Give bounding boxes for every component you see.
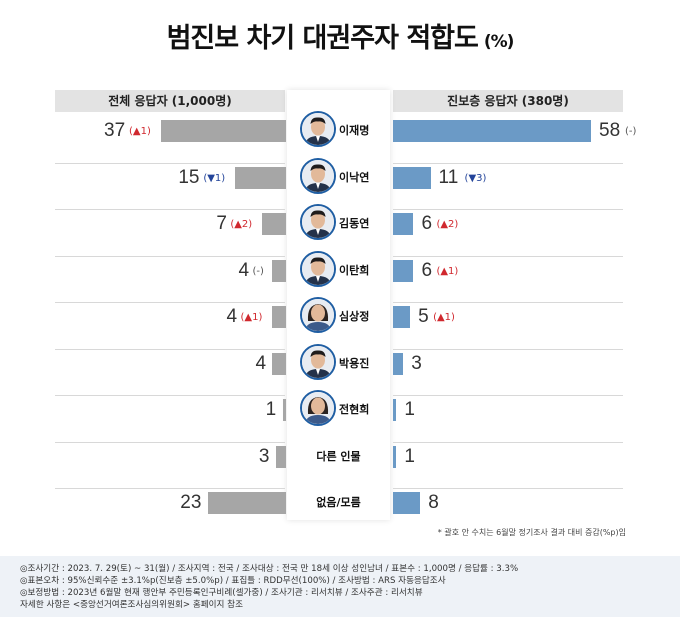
row-divider [55,302,285,303]
candidate-photo [300,111,336,147]
left-bar [235,166,286,189]
title-unit: (%) [483,32,515,52]
title-text: 범진보 차기 대권주자 적합도 [166,23,479,54]
survey-footer: ◎조사기간 : 2023. 7. 29(토) ~ 31(월) / 조사지역 : … [0,556,680,617]
right-value-label: 8 [428,492,439,513]
row-divider [393,209,623,210]
left-value-label: 4 [238,259,250,281]
row-divider [393,348,623,350]
right-bar [393,120,591,142]
right-value-label: 1 [404,445,415,467]
row-divider [393,302,623,303]
candidate-name: 이재명 [339,124,370,137]
candidate-photo [300,297,336,333]
row-divider [55,488,285,489]
right-bar [393,306,411,328]
candidate-name: 이낙연 [339,170,370,184]
left-bar [272,306,286,328]
row-divider [55,348,285,350]
left-value-label: 3 [258,445,270,467]
row-divider [393,255,623,257]
row-divider [55,395,285,396]
left-bar [262,213,286,235]
right-bar [393,259,414,282]
left-bar [208,492,286,514]
right-value-label: 1 [404,399,415,420]
right-value-label: 11 [438,166,459,188]
candidate-name: 심상정 [339,310,370,323]
left-change-label: (-) [252,265,264,277]
left-value-label: 7 [216,213,227,234]
left-bar [272,352,286,375]
row-divider [55,162,285,164]
right-bar [393,352,404,375]
right-change-label: (▲2) [436,219,459,230]
left-value-label: 15 [178,166,200,188]
left-change-label: (▲1) [240,312,263,323]
left-change-label: (▲1) [129,126,151,137]
right-value-label: 6 [421,259,433,281]
row-divider [393,441,623,443]
chart-title: 범진보 차기 대권주자 적합도 (%) [0,16,680,55]
left-bar [272,259,286,282]
row-divider [55,209,285,210]
left-bar [275,445,286,468]
chart-note: * 괄호 안 수치는 6월말 정기조사 결과 대비 증감(%p)임 [437,528,626,537]
left-value-label: 4 [226,306,238,327]
left-value-label: 23 [180,492,202,513]
row-divider [393,395,623,396]
right-change-label: (▲1) [433,312,455,323]
right-change-label: (▼3) [464,172,487,184]
right-value-label: 6 [421,213,433,234]
left-change-label: (▼1) [203,172,226,184]
candidate-photo [300,204,336,240]
candidate-name: 없음/모름 [316,496,361,509]
candidate-photo [300,157,336,194]
candidate-name: 김동연 [339,217,370,230]
left-bar [161,120,286,142]
footer-line: ◎보정방법 : 2023년 6월말 현재 행안부 주민등록인구비례(셀가중) /… [20,588,423,598]
candidate-name: 박용진 [339,356,370,370]
candidate-photo [300,390,336,426]
right-bar [393,445,397,468]
row-divider [393,488,623,489]
right-value-label: 5 [418,306,429,327]
right-bar [393,492,421,514]
row-divider [393,162,623,164]
right-value-label: 58 [599,120,621,141]
left-bar [282,399,286,421]
candidate-name: 다른 인물 [316,449,361,463]
left-value-label: 4 [255,352,267,374]
candidate-photo [300,250,336,287]
footer-line: 자세한 사항은 <중앙선거여론조사심의위원회> 홈페이지 참조 [20,600,243,610]
row-divider [55,441,285,443]
right-bar [393,213,414,235]
right-change-label: (-) [625,126,637,137]
footer-line: ◎조사기간 : 2023. 7. 29(토) ~ 31(월) / 조사지역 : … [20,564,519,574]
right-bar [393,399,397,421]
left-value-label: 1 [265,399,277,420]
candidate-photo [300,343,336,380]
candidate-name: 전현희 [339,403,370,416]
row-divider [55,255,285,257]
left-change-label: (▲2) [230,219,253,230]
right-bar [393,166,431,189]
right-change-label: (▲1) [436,265,459,277]
right-series-header: 진보층 응답자 (380명) [393,90,623,112]
left-value-label: 37 [104,120,126,141]
left-series-header: 전체 응답자 (1,000명) [55,90,285,112]
right-value-label: 3 [411,352,422,374]
candidate-name: 이탄희 [339,263,370,277]
footer-line: ◎표본오차 : 95%신뢰수준 ±3.1%p(진보층 ±5.0%p) / 표집틀… [20,576,446,586]
